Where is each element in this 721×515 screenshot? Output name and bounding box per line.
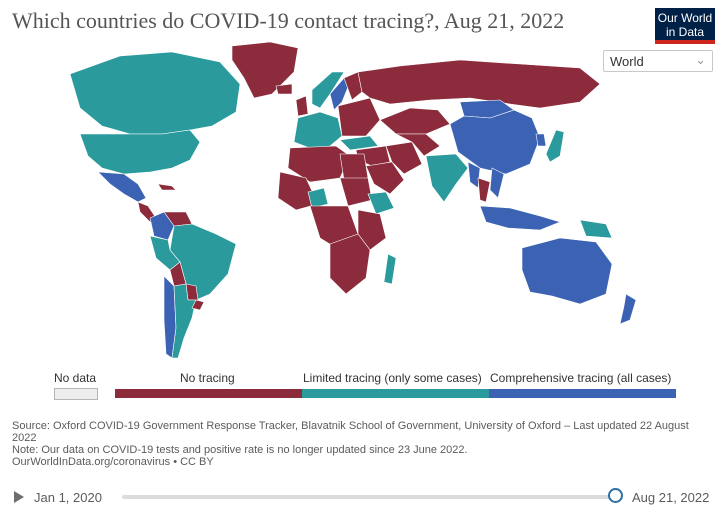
legend-label-no-tracing: No tracing bbox=[180, 371, 235, 385]
map-region-united-kingdom[interactable] bbox=[295, 95, 309, 117]
timeline-handle[interactable] bbox=[608, 488, 623, 503]
map-region-kazakhstan[interactable] bbox=[379, 107, 451, 135]
chart-title: Which countries do COVID-19 contact trac… bbox=[12, 8, 565, 33]
region-select[interactable]: World ⌄ bbox=[603, 50, 713, 72]
map-region-india[interactable] bbox=[425, 153, 469, 203]
map-region-myanmar[interactable] bbox=[467, 161, 481, 189]
map-region-sweden[interactable] bbox=[329, 77, 351, 111]
map-region-sudan[interactable] bbox=[339, 177, 373, 207]
map-region-turkey[interactable] bbox=[339, 135, 379, 151]
map-region-western-europe[interactable] bbox=[293, 111, 343, 149]
legend-bar-limited[interactable] bbox=[302, 389, 489, 398]
map-region-saudi-arabia[interactable] bbox=[365, 161, 405, 195]
legend-label-limited: Limited tracing (only some cases) bbox=[303, 371, 482, 385]
legend-label-comprehensive: Comprehensive tracing (all cases) bbox=[490, 371, 672, 385]
map-region-vietnam[interactable] bbox=[489, 167, 505, 199]
map-region-uruguay[interactable] bbox=[191, 299, 205, 311]
map-region-argentina[interactable] bbox=[171, 283, 197, 358]
map-region-east-africa[interactable] bbox=[357, 209, 387, 251]
map-region-egypt[interactable] bbox=[339, 153, 369, 181]
map-region-madagascar[interactable] bbox=[383, 253, 397, 285]
map-region-korea[interactable] bbox=[535, 133, 547, 147]
timeline-track[interactable] bbox=[122, 495, 616, 499]
map-region-russia[interactable] bbox=[357, 59, 601, 109]
map-region-australia[interactable] bbox=[521, 237, 613, 305]
world-map bbox=[69, 41, 637, 358]
footer-note: Note: Our data on COVID-19 tests and pos… bbox=[12, 444, 468, 456]
map-region-iceland[interactable] bbox=[275, 83, 293, 95]
map-region-papua-new-guinea[interactable] bbox=[579, 219, 613, 239]
map-region-ethiopia[interactable] bbox=[367, 191, 395, 215]
footer: Source: Oxford COVID-19 Government Respo… bbox=[12, 420, 702, 468]
map-region-colombia[interactable] bbox=[149, 211, 175, 241]
region-select-value: World bbox=[610, 54, 644, 69]
map-region-greenland[interactable] bbox=[231, 41, 299, 99]
play-icon[interactable] bbox=[14, 491, 24, 503]
map-region-japan[interactable] bbox=[545, 129, 565, 163]
chevron-down-icon: ⌄ bbox=[695, 52, 706, 67]
logo-accent-bar bbox=[655, 40, 715, 44]
map-region-iran[interactable] bbox=[385, 141, 423, 175]
footer-link[interactable]: OurWorldInData.org/coronavirus • CC BY bbox=[12, 456, 214, 468]
map-region-southern-africa[interactable] bbox=[329, 233, 371, 295]
map-region-indonesia[interactable] bbox=[479, 205, 561, 231]
map-region-nigeria[interactable] bbox=[307, 187, 329, 209]
timeline: Jan 1, 2020 Aug 21, 2022 bbox=[0, 482, 721, 512]
legend-bar-comprehensive[interactable] bbox=[489, 389, 676, 398]
logo-line-1: Our World bbox=[657, 11, 713, 25]
map-region-central-asia[interactable] bbox=[395, 133, 441, 157]
map-region-west-africa[interactable] bbox=[277, 171, 319, 211]
map-region-united-states[interactable] bbox=[79, 129, 201, 175]
owid-logo[interactable]: Our World in Data bbox=[655, 8, 715, 44]
legend-swatch-no-data[interactable] bbox=[54, 388, 98, 400]
logo-line-2: in Data bbox=[665, 25, 705, 39]
map-region-thailand[interactable] bbox=[477, 177, 491, 203]
legend-label-no-data: No data bbox=[54, 371, 97, 385]
legend-bar-no-tracing[interactable] bbox=[115, 389, 302, 398]
footer-source: Source: Oxford COVID-19 Government Respo… bbox=[12, 420, 689, 444]
map-region-eastern-europe[interactable] bbox=[337, 97, 381, 137]
timeline-start-label: Jan 1, 2020 bbox=[34, 490, 102, 505]
map-region-cuba[interactable] bbox=[157, 183, 177, 191]
timeline-end-label: Aug 21, 2022 bbox=[632, 490, 710, 505]
map-region-canada[interactable] bbox=[69, 51, 241, 135]
map-region-new-zealand[interactable] bbox=[619, 293, 637, 325]
map-region-mexico[interactable] bbox=[97, 171, 147, 203]
